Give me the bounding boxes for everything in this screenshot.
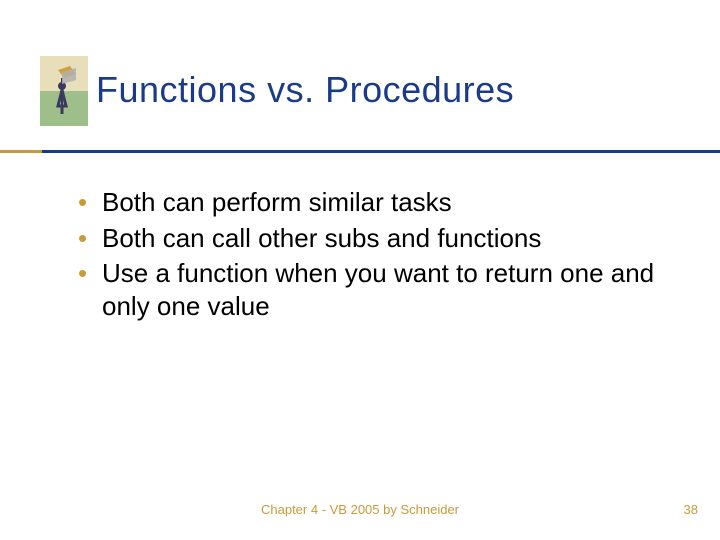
slide-icon bbox=[40, 56, 88, 126]
title-underline bbox=[0, 150, 720, 153]
list-item: Both can call other subs and functions bbox=[78, 222, 660, 255]
footer-text: Chapter 4 - VB 2005 by Schneider bbox=[261, 502, 459, 517]
bullet-list: Both can perform similar tasks Both can … bbox=[78, 186, 660, 325]
slide: Functions vs. Procedures Both can perfor… bbox=[0, 0, 720, 540]
underline-right bbox=[42, 150, 720, 153]
footer: Chapter 4 - VB 2005 by Schneider 38 bbox=[0, 502, 720, 522]
list-item: Use a function when you want to return o… bbox=[78, 257, 660, 322]
underline-left bbox=[0, 150, 42, 153]
list-item: Both can perform similar tasks bbox=[78, 186, 660, 219]
page-number: 38 bbox=[684, 502, 698, 517]
slide-title: Functions vs. Procedures bbox=[96, 70, 514, 110]
